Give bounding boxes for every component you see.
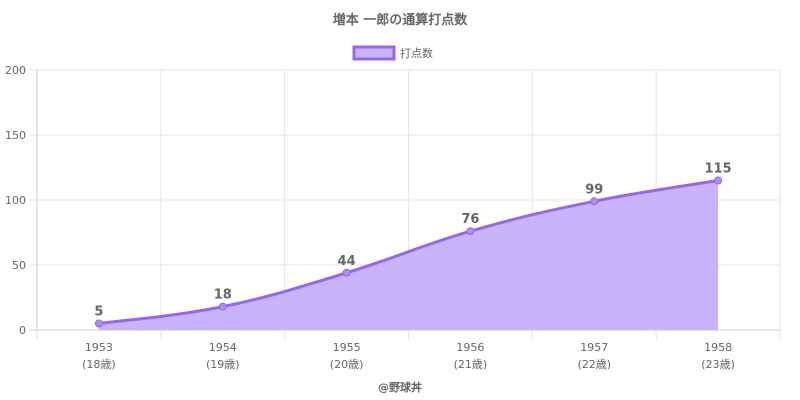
series-area	[98, 180, 719, 330]
data-label: 76	[461, 212, 479, 227]
x-tick-sublabel: (21歳)	[454, 358, 488, 371]
y-tick-label: 150	[5, 129, 26, 142]
data-labels: 5 18 44 76 99 115	[94, 162, 731, 320]
x-tick-sublabel: (23歳)	[701, 358, 735, 371]
x-tick-sublabel: (18歳)	[82, 358, 116, 371]
legend-label: 打点数	[400, 46, 433, 60]
data-point	[590, 197, 599, 206]
data-label: 5	[94, 305, 103, 320]
data-point	[466, 227, 475, 236]
x-tick-label: 1956	[456, 341, 484, 354]
data-point	[714, 176, 723, 185]
y-tick-label: 0	[19, 324, 26, 337]
data-point	[342, 268, 351, 277]
data-point	[94, 319, 103, 328]
chart-title: 増本 一郎の通算打点数	[333, 12, 469, 28]
series-layer	[94, 176, 723, 330]
x-axis: 1953 (18歳) 1954 (19歳) 1955 (20歳) 1956 (21歳) 1957…	[82, 341, 735, 371]
y-tick-label: 50	[12, 259, 26, 272]
grid	[29, 69, 781, 340]
x-tick-label: 1954	[209, 341, 237, 354]
x-tick-label: 1953	[85, 341, 113, 354]
data-point	[218, 302, 227, 311]
x-tick-label: 1957	[580, 341, 608, 354]
x-tick-label: 1958	[704, 341, 732, 354]
data-label: 18	[214, 288, 232, 303]
data-label: 115	[705, 162, 732, 177]
data-label: 44	[338, 254, 356, 269]
series-line	[98, 179, 719, 325]
legend[interactable]: 打点数	[352, 45, 433, 61]
legend-swatch	[352, 45, 396, 61]
y-tick-label: 100	[5, 194, 26, 207]
x-tick-sublabel: (22歳)	[577, 358, 611, 371]
x-tick-label: 1955	[333, 341, 361, 354]
x-tick-sublabel: (19歳)	[206, 358, 240, 371]
y-tick-label: 200	[5, 64, 26, 77]
credit-text: @野球丼	[378, 380, 422, 394]
y-axis: 0 50 100 150 200	[5, 64, 26, 337]
data-label: 99	[585, 182, 603, 197]
x-tick-sublabel: (20歳)	[330, 358, 364, 371]
